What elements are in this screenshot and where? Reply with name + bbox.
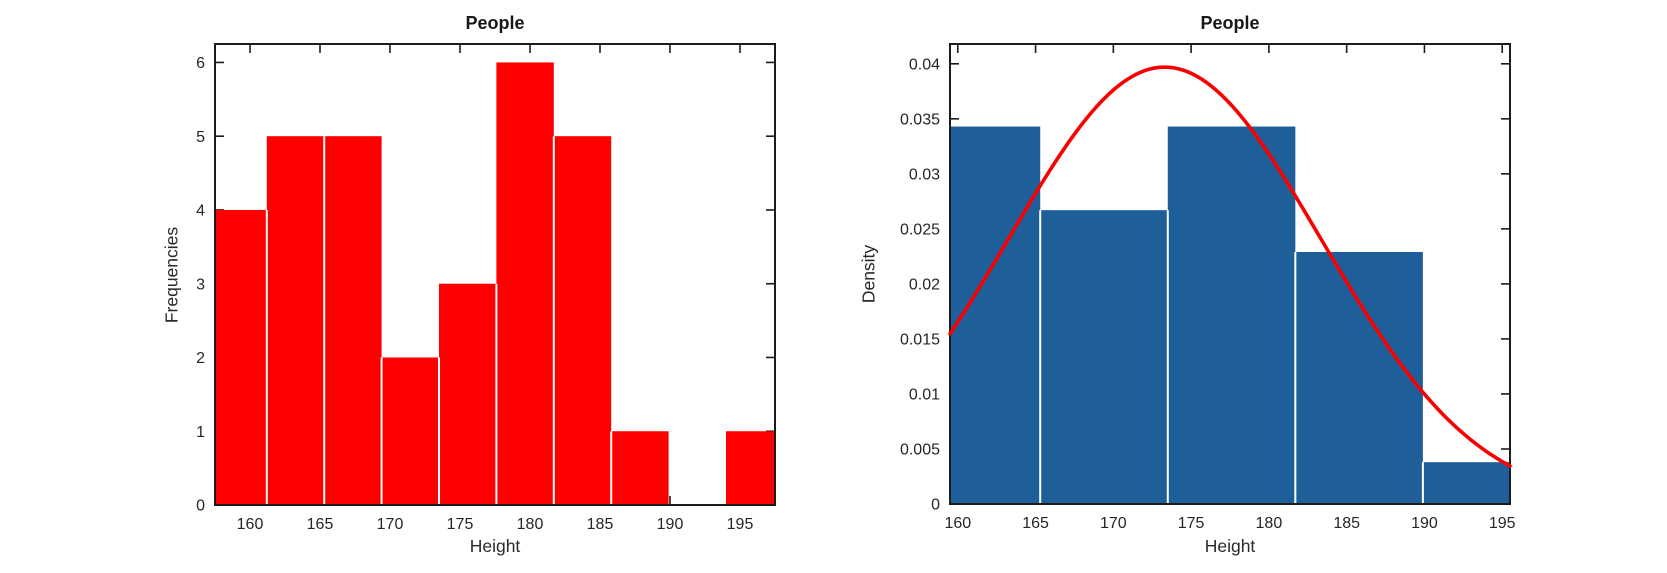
histogram-bar <box>726 431 775 505</box>
x-tick-label: 180 <box>517 516 544 533</box>
plot-area-density: 160 165 170 175 180 185 190 195 0 0.005 0.01 0.015 0… <box>900 43 1516 532</box>
x-tick-label: 170 <box>1100 515 1127 532</box>
y-tick-label: 0.04 <box>909 56 940 73</box>
x-tick-label: 195 <box>727 516 754 533</box>
normal-fit-curve <box>948 65 1512 468</box>
y-tick-label: 3 <box>196 276 205 293</box>
x-tick-label: 190 <box>1411 515 1438 532</box>
y-tick-label: 0.015 <box>900 332 940 349</box>
histogram-bar <box>215 209 267 505</box>
y-tick-label: 0.03 <box>909 166 940 183</box>
x-tick-label: 170 <box>377 516 404 533</box>
histogram-bar <box>324 136 382 505</box>
histogram-bar <box>1040 210 1168 504</box>
x-tick-label: 175 <box>1178 515 1205 532</box>
axes-border <box>949 43 1511 505</box>
histogram-bar <box>1295 251 1423 504</box>
x-tick-label: 195 <box>1489 515 1516 532</box>
x-tick-label: 175 <box>447 516 474 533</box>
histogram-bar <box>611 431 669 505</box>
y-tick-label: 2 <box>196 350 205 367</box>
x-tick-label: 160 <box>237 516 264 533</box>
histogram-bar <box>950 126 1041 504</box>
x-tick-label: 165 <box>1022 515 1049 532</box>
x-tick-label: 190 <box>657 516 684 533</box>
histogram-bar <box>381 357 439 505</box>
x-tick-label: 180 <box>1256 515 1283 532</box>
x-axis-label: Height <box>469 536 521 556</box>
histogram-bar <box>266 136 325 505</box>
y-tick-label: 0 <box>931 497 940 514</box>
y-axis-label: Frequencies <box>161 226 182 324</box>
chart-title: People <box>465 13 525 33</box>
y-tick-label: 0.005 <box>900 442 940 459</box>
histogram-bar <box>1422 462 1510 504</box>
x-axis-label: Height <box>1204 536 1256 556</box>
histogram-bar <box>439 283 497 505</box>
y-tick-label: 5 <box>196 129 205 146</box>
x-tick-label: 185 <box>587 516 614 533</box>
y-axis-label: Density <box>858 244 879 304</box>
y-tick-label: 0 <box>196 498 205 515</box>
y-tick-label: 0.025 <box>900 221 940 238</box>
y-tick-label: 4 <box>196 203 205 220</box>
y-tick-label: 6 <box>196 55 205 72</box>
x-tick-label: 165 <box>307 516 334 533</box>
plot-area-frequencies: 160 165 170 175 180 185 190 195 0 1 2 3 4 5 6 <box>196 43 776 533</box>
x-tick-label: 185 <box>1333 515 1360 532</box>
y-tick-label: 0.02 <box>909 277 940 294</box>
histogram-bar <box>553 136 612 505</box>
y-tick-label: 1 <box>196 424 205 441</box>
histogram-bar <box>496 62 554 505</box>
histogram-bar <box>1167 126 1296 504</box>
y-tick-label: 0.01 <box>909 387 940 404</box>
y-tick-label: 0.035 <box>900 111 940 128</box>
axes-border <box>214 43 776 506</box>
chart-title: People <box>1200 13 1260 33</box>
x-tick-label: 160 <box>944 515 971 532</box>
